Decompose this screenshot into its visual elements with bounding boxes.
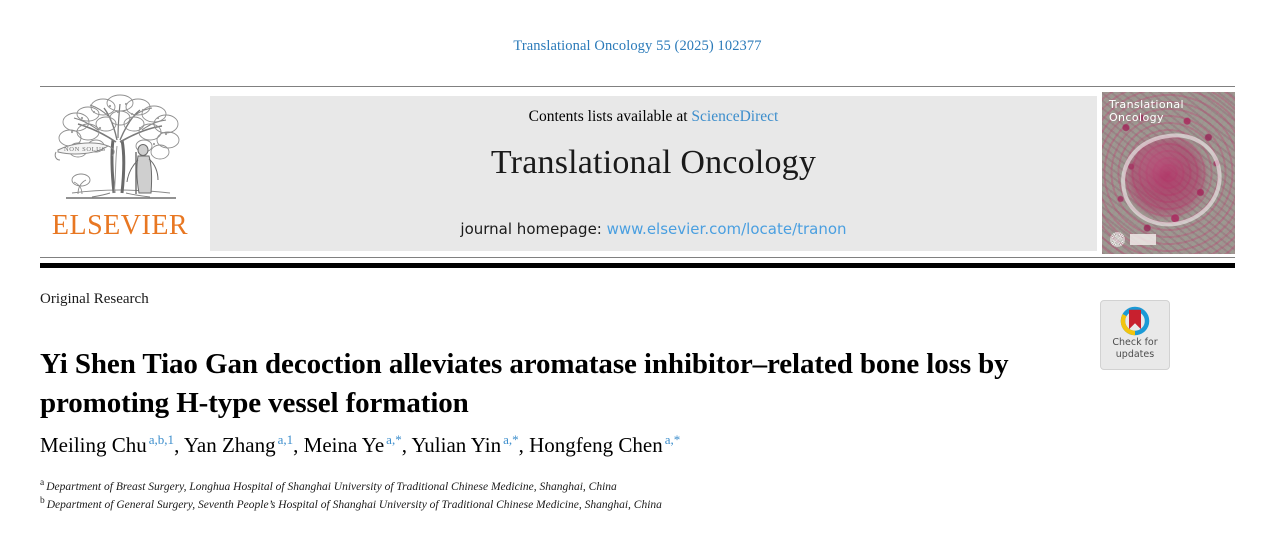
journal-cover-thumbnail[interactable]: Translational Oncology bbox=[1102, 92, 1235, 254]
running-head: Translational Oncology 55 (2025) 102377 bbox=[513, 38, 762, 54]
affiliation-label: a bbox=[40, 478, 45, 489]
author-entry: Meina Ye a,*, bbox=[304, 433, 412, 457]
cover-journal-title: Translational Oncology bbox=[1109, 98, 1184, 124]
affiliation-list: a Department of Breast Surgery, Longhua H… bbox=[40, 478, 1180, 515]
author-separator: , bbox=[293, 433, 304, 457]
journal-homepage-link[interactable]: www.elsevier.com/locate/tranon bbox=[606, 220, 847, 238]
cover-seal-icon bbox=[1110, 232, 1125, 247]
author-name: Yulian Yin bbox=[411, 433, 502, 457]
cover-elsevier-mark-icon bbox=[1130, 234, 1156, 245]
author-entry: Meiling Chu a,b,1, bbox=[40, 433, 184, 457]
crossmark-label-line-1: Check for bbox=[1112, 337, 1158, 348]
contents-available-line: Contents lists available at ScienceDirec… bbox=[210, 108, 1097, 126]
article-title: Yi Shen Tiao Gan decoction alleviates ar… bbox=[40, 348, 1009, 419]
author-name: Meina Ye bbox=[303, 433, 385, 457]
homepage-prefix-text: journal homepage: bbox=[460, 220, 607, 238]
journal-homepage-line: journal homepage: www.elsevier.com/locat… bbox=[210, 220, 1097, 238]
elsevier-logo[interactable]: NON SOLUS ELSEVIER bbox=[40, 92, 200, 254]
journal-masthead: NON SOLUS ELSEVIER Contents lists availa… bbox=[40, 92, 1235, 254]
affiliation-item: b Department of General Surgery, Seventh … bbox=[40, 495, 1180, 515]
author-separator: , bbox=[174, 433, 184, 457]
author-list: Meiling Chu a,b,1, Yan Zhang a,1, Meina Ye… bbox=[40, 432, 1100, 459]
crossmark-label: Check for updates bbox=[1101, 337, 1169, 361]
masthead-top-rule bbox=[40, 86, 1235, 87]
affiliation-item: a Department of Breast Surgery, Longhua H… bbox=[40, 478, 1180, 497]
author-affiliation-marks[interactable]: a,1 bbox=[277, 432, 294, 447]
author-separator: , bbox=[401, 433, 412, 457]
crossmark-label-line-2: updates bbox=[1115, 348, 1155, 360]
elsevier-tree-icon: NON SOLUS bbox=[54, 94, 180, 199]
crossmark-check-for-updates-badge[interactable]: Check for updates bbox=[1100, 300, 1170, 370]
svg-text:NON SOLUS: NON SOLUS bbox=[64, 146, 106, 153]
author-separator: , bbox=[518, 433, 530, 457]
author-affiliation-marks[interactable]: a,* bbox=[664, 432, 681, 447]
crossmark-icon bbox=[1120, 306, 1150, 336]
cover-histology-ring bbox=[1114, 127, 1228, 233]
article-type-label: Original Research bbox=[40, 291, 149, 307]
contents-prefix-text: Contents lists available at bbox=[528, 108, 692, 125]
journal-title: Translational Oncology bbox=[490, 144, 817, 181]
author-affiliation-marks[interactable]: a,* bbox=[386, 432, 402, 447]
masthead-bottom-rule bbox=[40, 257, 1235, 258]
author-entry: Hongfeng Chen a,* bbox=[529, 433, 680, 457]
author-name: Meiling Chu bbox=[40, 433, 147, 457]
cover-title-line-1: Translational bbox=[1109, 98, 1184, 111]
author-name: Yan Zhang bbox=[183, 433, 276, 457]
affiliation-text: Department of General Surgery, Seventh P… bbox=[46, 498, 662, 511]
author-name: Hongfeng Chen bbox=[529, 433, 663, 457]
masthead-thick-rule bbox=[40, 263, 1235, 268]
cover-publisher-badge bbox=[1110, 232, 1156, 247]
contents-box: Contents lists available at ScienceDirec… bbox=[210, 96, 1097, 251]
cover-title-line-2: Oncology bbox=[1109, 110, 1164, 124]
affiliation-text: Department of Breast Surgery, Longhua Ho… bbox=[46, 481, 617, 493]
author-entry: Yan Zhang a,1, bbox=[184, 433, 304, 457]
elsevier-wordmark: ELSEVIER bbox=[51, 210, 189, 241]
affiliation-label: b bbox=[40, 495, 45, 506]
author-affiliation-marks[interactable]: a,b,1 bbox=[148, 432, 175, 447]
author-entry: Yulian Yin a,*, bbox=[411, 433, 529, 457]
cover-histology-image bbox=[1102, 92, 1235, 254]
sciencedirect-link[interactable]: ScienceDirect bbox=[691, 108, 779, 125]
author-affiliation-marks[interactable]: a,* bbox=[503, 432, 519, 447]
